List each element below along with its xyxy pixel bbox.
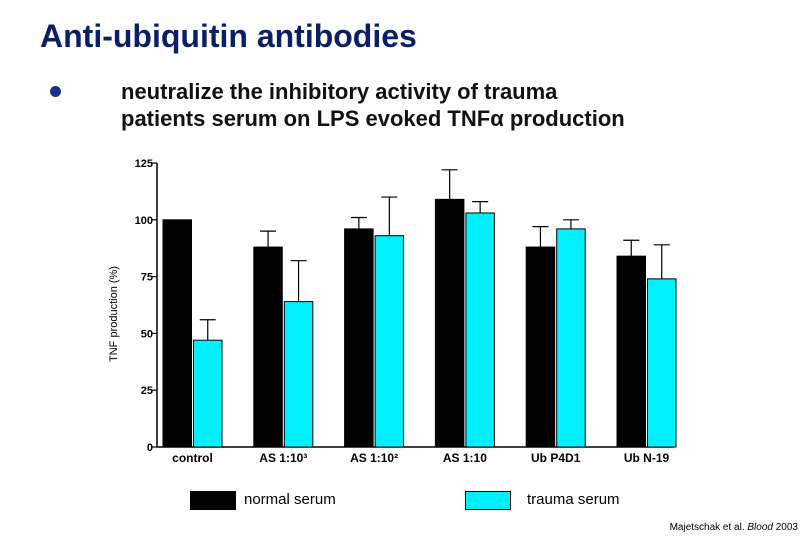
bar-trauma [193,339,223,448]
citation-journal: Blood [747,522,773,533]
x-tick-label: Ub N-19 [624,451,670,465]
slide-subtitle: neutralize the inhibitory activity of tr… [121,78,625,132]
bar-trauma [556,228,586,448]
bar-trauma [283,301,314,448]
bullet-icon [50,86,61,97]
citation-authors: Majetschak et al. [669,522,748,533]
slide-title: Anti-ubiquitin antibodies [40,18,417,54]
y-tick-label: 0 [147,442,153,454]
chart-bars [162,169,677,448]
bar-normal [525,246,556,448]
citation-year: 2003 [772,522,798,533]
y-axis-label: TNF production (%) [108,266,120,362]
chart-axes: 0 25 50 75 100 125 TNF production (%) [108,158,674,454]
subtitle-line-2: patients serum on LPS evoked TNFα produc… [121,106,625,131]
bar-trauma [374,235,405,448]
subtitle-line-1: neutralize the inhibitory activity of tr… [121,79,558,104]
bar-normal [162,219,192,448]
y-tick-label: 50 [141,328,153,340]
legend-swatch-trauma [465,491,511,510]
bar-trauma [465,212,495,448]
bar-normal [434,198,465,448]
chart-labels: control AS 1:10³ AS 1:10² AS 1:10 Ub P4D1 Ub … [172,451,669,465]
x-tick-label: AS 1:10³ [259,451,307,465]
legend-label-trauma: trauma serum [527,491,620,508]
y-tick-label: 75 [141,272,153,284]
bar-trauma [647,278,677,448]
legend-label-normal: normal serum [244,491,336,508]
y-tick-label: 100 [135,215,153,227]
citation: Majetschak et al. Blood 2003 [670,522,798,533]
x-tick-label: AS 1:10 [443,451,487,465]
x-tick-label: control [172,451,213,465]
y-tick-label: 25 [141,385,153,397]
bar-normal [616,255,646,448]
bar-normal [344,228,374,448]
x-tick-label: Ub P4D1 [531,451,581,465]
x-tick-label: AS 1:10² [350,451,398,465]
legend-swatch-normal [190,491,236,510]
y-tick-label: 125 [135,158,153,170]
bar-normal [253,246,283,448]
